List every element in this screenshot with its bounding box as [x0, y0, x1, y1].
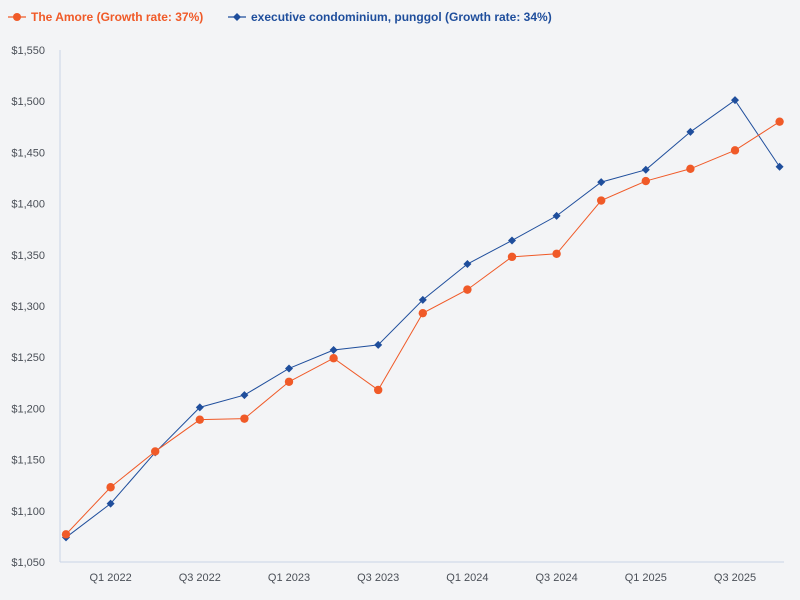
data-point	[418, 295, 427, 304]
x-tick-label: Q1 2024	[446, 572, 488, 584]
x-tick-label: Q1 2022	[89, 572, 131, 584]
data-point	[329, 354, 338, 363]
data-point	[641, 176, 650, 186]
y-tick-label: $1,400	[11, 199, 45, 211]
data-point	[151, 447, 160, 456]
data-point	[775, 117, 784, 126]
legend-marker-diamond-icon	[233, 13, 241, 21]
series-line	[65, 121, 780, 535]
data-point	[285, 364, 293, 373]
x-tick-label: Q3 2023	[357, 572, 399, 584]
data-point	[284, 377, 294, 386]
data-point	[730, 146, 740, 155]
series-line	[65, 99, 781, 538]
data-point	[106, 483, 115, 492]
series-the-amore	[61, 117, 784, 539]
data-point	[731, 96, 739, 105]
data-point	[463, 260, 472, 269]
x-tick-label: Q3 2025	[714, 572, 756, 584]
legend-label: executive condominium, punggol (Growth r…	[251, 10, 552, 24]
data-point	[195, 403, 204, 412]
y-tick-label: $1,100	[11, 506, 45, 518]
legend-label: The Amore (Growth rate: 37%)	[31, 10, 203, 24]
y-tick-label: $1,300	[11, 301, 45, 313]
series-executive-condominium-punggol	[62, 96, 784, 542]
y-tick-label: $1,250	[11, 352, 45, 364]
y-tick-label: $1,200	[11, 403, 45, 415]
x-tick-label: Q3 2024	[535, 572, 577, 584]
x-tick-label: Q1 2023	[268, 572, 310, 584]
legend-item: executive condominium, punggol (Growth r…	[228, 10, 552, 24]
data-point	[329, 346, 338, 355]
data-point	[195, 415, 204, 424]
data-point	[106, 499, 115, 508]
data-point	[374, 340, 383, 349]
data-point	[686, 164, 695, 173]
data-point	[61, 530, 71, 539]
data-point	[240, 391, 249, 400]
legend: The Amore (Growth rate: 37%) executive co…	[8, 10, 552, 24]
axes: $1,050 $1,100 $1,150 $1,200 $1,250 $1,300 $1,3…	[11, 45, 784, 584]
legend-marker-circle-icon	[13, 13, 21, 21]
data-point	[641, 165, 650, 174]
data-point	[374, 385, 383, 395]
legend-item: The Amore (Growth rate: 37%)	[8, 10, 203, 24]
data-point	[775, 162, 784, 171]
x-tick-label: Q3 2022	[179, 572, 221, 584]
y-tick-label: $1,500	[11, 96, 45, 108]
y-tick-label: $1,550	[11, 45, 45, 57]
data-point	[508, 236, 516, 245]
data-point	[463, 285, 472, 294]
data-point	[552, 211, 561, 220]
x-tick-label: Q1 2025	[625, 572, 667, 584]
data-point	[597, 178, 606, 187]
y-tick-label: $1,050	[11, 557, 45, 569]
data-point	[240, 414, 249, 423]
y-tick-label: $1,350	[11, 250, 45, 262]
data-point	[507, 252, 517, 262]
data-point	[418, 308, 427, 318]
series-layer	[61, 96, 784, 542]
data-point	[552, 249, 561, 258]
y-tick-label: $1,450	[11, 147, 45, 159]
data-point	[597, 196, 606, 205]
data-point	[686, 127, 695, 136]
y-tick-label: $1,150	[11, 455, 45, 467]
